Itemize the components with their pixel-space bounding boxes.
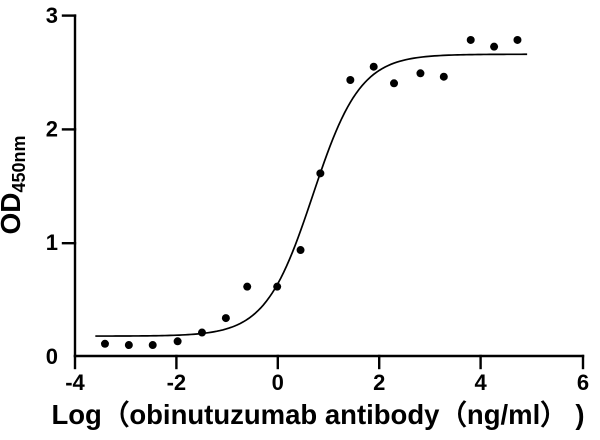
svg-text:0: 0 <box>272 370 284 395</box>
svg-text:2: 2 <box>373 370 385 395</box>
svg-text:-4: -4 <box>65 370 85 395</box>
svg-text:-2: -2 <box>167 370 187 395</box>
svg-text:1: 1 <box>46 230 58 255</box>
svg-text:6: 6 <box>577 370 589 395</box>
svg-text:3: 3 <box>46 3 58 28</box>
svg-text:Log（obinutuzumab antibody（ng/m: Log（obinutuzumab antibody（ng/ml） ) <box>51 399 584 430</box>
svg-text:0: 0 <box>46 344 58 369</box>
svg-text:2: 2 <box>46 117 58 142</box>
svg-text:4: 4 <box>474 370 487 395</box>
